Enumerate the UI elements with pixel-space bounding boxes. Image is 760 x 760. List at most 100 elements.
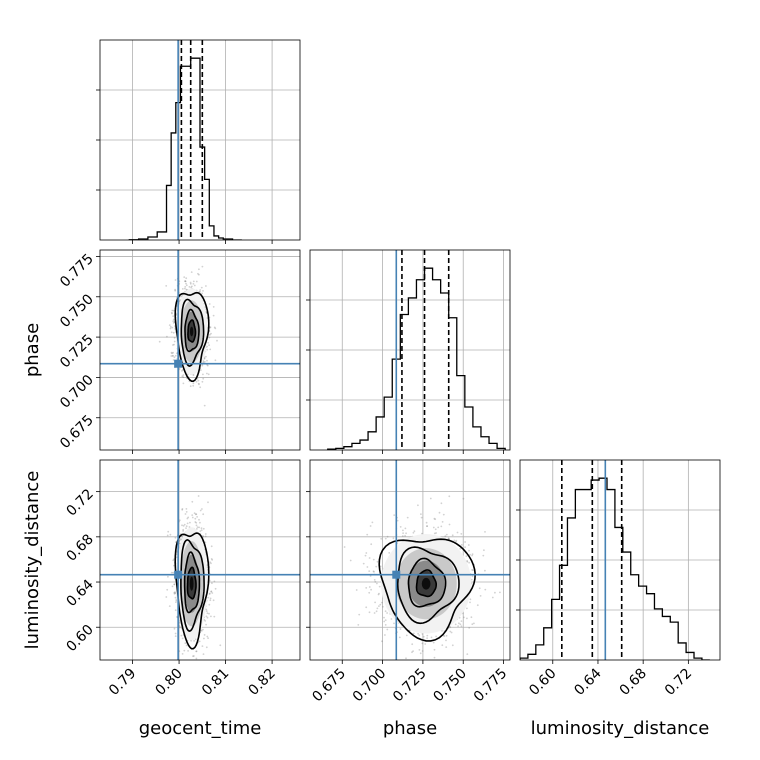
histogram-geocent_time xyxy=(128,57,242,240)
scatter-point xyxy=(420,513,422,515)
scatter-point xyxy=(169,325,172,328)
scatter-point xyxy=(370,588,372,591)
scatter-point xyxy=(174,536,177,539)
scatter-point xyxy=(491,596,494,599)
panel-frame xyxy=(99,249,301,451)
ytick-label-luminosity_distance: 0.60 xyxy=(63,622,96,655)
scatter-point xyxy=(172,322,175,324)
scatter-point xyxy=(210,562,212,565)
scatter-point xyxy=(178,625,181,628)
scatter-point xyxy=(413,530,416,533)
scatter-point xyxy=(432,526,435,529)
scatter-point xyxy=(468,627,471,629)
scatter-point xyxy=(444,535,447,538)
scatter-point xyxy=(412,531,415,534)
scatter-point xyxy=(191,514,194,516)
scatter-point xyxy=(453,539,456,542)
scatter-point xyxy=(182,528,185,531)
scatter-point xyxy=(191,285,193,288)
scatter-point xyxy=(182,530,185,532)
scatter-point xyxy=(384,619,387,621)
scatter-point xyxy=(374,580,377,583)
xtick-label-luminosity_distance: 0.68 xyxy=(617,666,650,699)
truth-marker xyxy=(174,570,183,579)
scatter-point xyxy=(181,375,184,378)
scatter-point xyxy=(426,525,428,527)
scatter-point xyxy=(173,583,176,586)
scatter-point xyxy=(457,625,459,627)
scatter-point xyxy=(435,635,437,638)
scatter-point xyxy=(357,624,360,626)
scatter-point xyxy=(199,530,202,532)
scatter-point xyxy=(365,606,368,609)
scatter-point xyxy=(202,535,204,537)
scatter-point xyxy=(460,544,463,546)
scatter-point xyxy=(466,560,468,562)
scatter-point xyxy=(182,382,185,385)
scatter-point xyxy=(180,634,183,637)
scatter-point xyxy=(198,383,200,386)
scatter-point xyxy=(192,655,194,658)
scatter-point xyxy=(402,532,404,534)
scatter-point xyxy=(172,309,175,312)
scatter-point xyxy=(209,597,212,600)
scatter-point xyxy=(206,564,209,567)
scatter-point xyxy=(460,533,463,535)
contour-line xyxy=(378,538,477,642)
scatter-point xyxy=(396,519,399,522)
scatter-point xyxy=(181,294,184,297)
histogram-phase xyxy=(327,267,506,450)
scatter-point xyxy=(183,523,186,526)
scatter-point xyxy=(184,280,187,283)
scatter-point xyxy=(469,601,471,604)
scatter-point xyxy=(190,271,193,273)
scatter-point xyxy=(198,640,201,643)
scatter-point xyxy=(158,340,161,343)
scatter-point xyxy=(471,554,473,557)
scatter-point xyxy=(355,589,358,591)
scatter-point xyxy=(195,513,198,516)
scatter-point xyxy=(202,290,204,292)
scatter-point xyxy=(173,340,176,343)
contour-line xyxy=(183,551,201,614)
scatter-point xyxy=(435,532,437,534)
scatter-point xyxy=(205,285,207,287)
scatter-point xyxy=(206,635,209,638)
scatter-point xyxy=(469,553,471,556)
scatter-point xyxy=(441,521,444,523)
scatter-point xyxy=(173,337,176,339)
panel-frame xyxy=(309,459,511,661)
xtick-label-phase: 0.700 xyxy=(350,666,390,706)
scatter-point xyxy=(172,559,175,562)
scatter-point xyxy=(185,525,188,528)
scatter-point xyxy=(432,641,435,644)
scatter-point xyxy=(210,590,213,593)
scatter-point xyxy=(183,276,186,278)
scatter-point xyxy=(399,628,402,630)
scatter-point xyxy=(211,559,214,561)
scatter-point xyxy=(205,355,207,358)
scatter-point xyxy=(185,284,188,287)
ytick-label-phase: 0.675 xyxy=(57,412,97,452)
scatter-point xyxy=(448,495,451,498)
scatter-point xyxy=(185,511,188,513)
scatter-point xyxy=(371,521,374,524)
scatter-point xyxy=(484,588,487,591)
scatter-point xyxy=(425,521,428,524)
grid-marginal-phase xyxy=(310,250,510,450)
scatter-point xyxy=(470,578,473,581)
scatter-point xyxy=(405,532,407,535)
scatter-point xyxy=(441,644,444,647)
scatter-point xyxy=(479,595,482,597)
scatter-point xyxy=(380,537,383,540)
scatter-point xyxy=(401,535,404,537)
tick-layer: 0.79 0.80 0.81 0.82 0.675 0.700 0.725 0.750 0.77… xyxy=(57,89,695,706)
scatter-point xyxy=(198,273,200,276)
joint-phase_vs_geocent_time xyxy=(100,250,300,450)
scatter-point xyxy=(478,587,481,590)
scatter-point xyxy=(368,591,371,594)
scatter-point xyxy=(199,369,202,371)
scatter-point xyxy=(213,326,216,329)
scatter-point xyxy=(210,545,213,548)
